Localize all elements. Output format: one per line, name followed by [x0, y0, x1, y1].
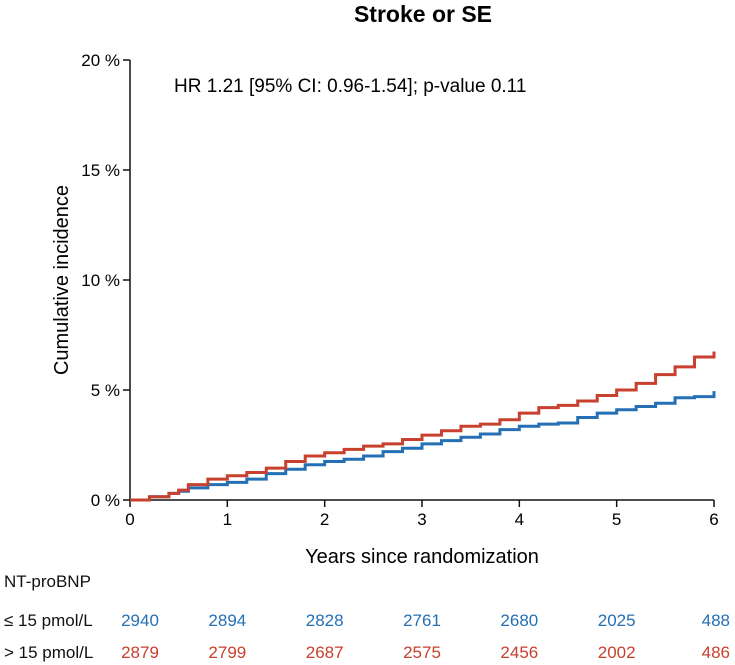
y-tick-label: 20 %	[81, 51, 120, 70]
series-line-2	[130, 351, 716, 502]
risk-count: 2687	[305, 643, 344, 662]
risk-row-label: > 15 pmol/L	[4, 643, 94, 662]
x-tick-label: 5	[612, 510, 621, 529]
risk-count: 2025	[597, 611, 636, 630]
risk-count: 2940	[121, 611, 159, 630]
y-tick-label: 15 %	[81, 161, 120, 180]
x-axis: 0 1 2 3 4 5 6	[125, 500, 719, 529]
risk-count: 488	[701, 611, 730, 630]
risk-count: 2002	[597, 643, 636, 662]
series-lines	[130, 351, 716, 502]
risk-count: 2456	[500, 643, 539, 662]
y-tick-label: 0 %	[91, 491, 120, 510]
risk-count: 2680	[500, 611, 539, 630]
y-tick-label: 5 %	[91, 381, 120, 400]
x-tick-label: 0	[125, 510, 134, 529]
x-tick-label: 2	[320, 510, 329, 529]
risk-row-label: ≤ 15 pmol/L	[4, 611, 93, 630]
risk-count: 2575	[403, 643, 441, 662]
risk-count: 2761	[403, 611, 441, 630]
risk-count: 486	[701, 643, 730, 662]
series-line-1	[130, 391, 716, 502]
x-tick-label: 3	[417, 510, 426, 529]
y-axis-label: Cumulative incidence	[51, 185, 73, 375]
risk-count: 2894	[208, 611, 247, 630]
x-tick-label: 4	[515, 510, 524, 529]
x-tick-label: 6	[709, 510, 718, 529]
risk-table-header: NT-proBNP	[4, 572, 91, 591]
chart-title: Stroke or SE	[354, 1, 492, 27]
x-axis-label: Years since randomization	[305, 546, 539, 568]
x-tick-label: 1	[223, 510, 232, 529]
y-tick-label: 10 %	[81, 271, 120, 290]
risk-count: 2799	[208, 643, 247, 662]
y-axis: 0 % 5 % 10 % 15 % 20 %	[81, 51, 130, 510]
risk-count: 2828	[305, 611, 344, 630]
hr-annotation: HR 1.21 [95% CI: 0.96-1.54]; p-value 0.1…	[174, 76, 526, 97]
risk-count: 2879	[121, 643, 159, 662]
